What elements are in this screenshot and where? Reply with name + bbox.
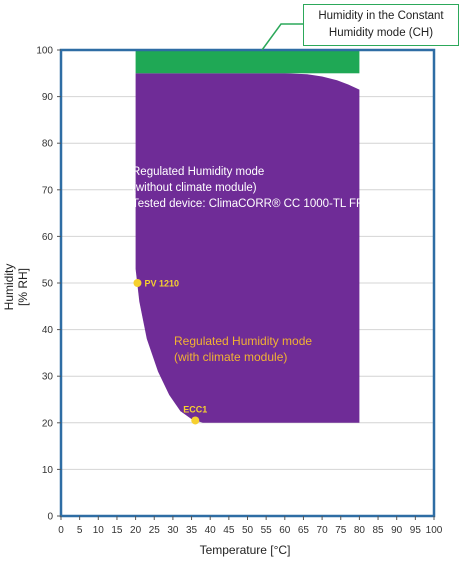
x-tick-label-45: 45: [223, 525, 235, 536]
constant-humidity-callout: Humidity in the Constant Humidity mode (…: [303, 4, 459, 46]
x-tick-label-85: 85: [372, 525, 384, 536]
y-tick-label-50: 50: [42, 279, 54, 290]
x-tick-label-75: 75: [335, 525, 347, 536]
x-tick-label-20: 20: [130, 525, 142, 536]
x-tick-label-80: 80: [354, 525, 366, 536]
x-tick-label-30: 30: [167, 525, 179, 536]
annotation-white-line-2: (without climate module): [132, 182, 257, 194]
y-tick-label-10: 10: [42, 465, 54, 476]
x-tick-label-70: 70: [317, 525, 329, 536]
axes: 0 5 10 15 20 25 30 35 40 45 50 55 60 65 70 75 80 85 90 95 10…: [36, 46, 442, 537]
x-tick-label-65: 65: [298, 525, 310, 536]
y-tick-label-0: 0: [47, 512, 53, 523]
y-tick-label-60: 60: [42, 232, 54, 243]
x-tick-label-35: 35: [186, 525, 198, 536]
point-label-ecc1: ECC1: [183, 404, 207, 414]
x-tick-label-55: 55: [261, 525, 273, 536]
x-tick-label-40: 40: [205, 525, 217, 536]
annotation-with-module: Regulated Humidity mode (with climate mo…: [174, 333, 312, 365]
callout-line-2: Humidity mode (CH): [328, 27, 434, 39]
point-label-pv-1210: PV 1210: [144, 279, 179, 289]
regulated-humidity-region: [135, 73, 360, 423]
annotation-orange-line-2: (with climate module): [174, 350, 288, 364]
annotation-orange-line-1: Regulated Humidity mode: [174, 334, 313, 348]
x-tick-label-5: 5: [77, 525, 83, 536]
callout-line-1: Humidity in the Constant: [318, 10, 444, 22]
x-tick-label-10: 10: [93, 525, 105, 536]
annotation-white-line-1: Regulated Humidity mode: [132, 166, 265, 178]
point-pv-1210: [133, 279, 142, 287]
y-tick-label-20: 20: [42, 418, 54, 429]
x-axis-label: Temperature [°C]: [199, 543, 291, 557]
constant-humidity-band: [135, 50, 360, 74]
annotation-white-line-3: Tested device: ClimaCORR® CC 1000-TL FR: [132, 198, 365, 210]
x-tick-label-90: 90: [391, 525, 403, 536]
y-axis-label: Humidity [% RH]: [2, 263, 30, 311]
x-tick-label-95: 95: [410, 525, 422, 536]
y-tick-label-100: 100: [36, 46, 53, 57]
x-tick-label-100: 100: [426, 525, 443, 536]
callout-leader: [261, 23, 303, 51]
x-tick-label-60: 60: [279, 525, 291, 536]
y-tick-label-80: 80: [42, 139, 54, 150]
y-tick-label-30: 30: [42, 372, 54, 383]
y-tick-label-70: 70: [42, 185, 54, 196]
y-tick-label-90: 90: [42, 92, 54, 103]
callout-leader-line: [261, 23, 303, 51]
marked-points: PV 1210 ECC1: [133, 279, 207, 425]
x-tick-label-15: 15: [111, 525, 123, 536]
x-tick-label-25: 25: [149, 525, 161, 536]
point-ecc1: [191, 416, 200, 425]
annotation-without-module: Regulated Humidity mode (without climate…: [132, 164, 364, 212]
operating-regions: [135, 50, 360, 423]
x-tick-label-0: 0: [58, 525, 64, 536]
x-tick-label-50: 50: [242, 525, 254, 536]
y-tick-label-40: 40: [42, 325, 54, 336]
